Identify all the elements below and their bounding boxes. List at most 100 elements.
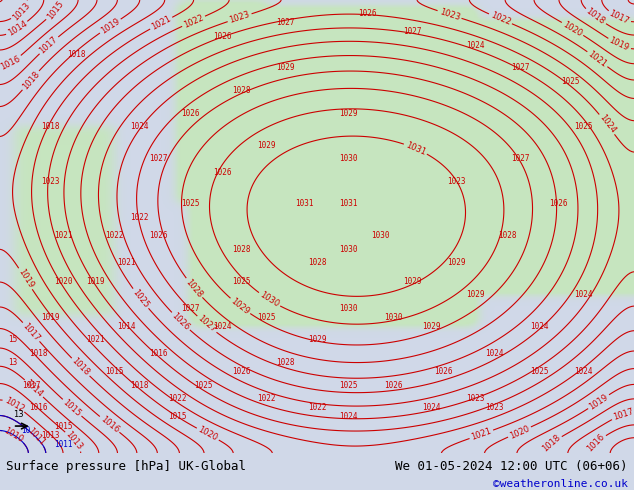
Text: 1028: 1028 [498,231,517,240]
Text: 1018: 1018 [70,356,91,378]
Text: 1025: 1025 [529,367,548,376]
Text: 1026: 1026 [149,231,168,240]
Text: 1025: 1025 [231,276,250,286]
Text: 1031: 1031 [339,199,358,208]
Text: 1018: 1018 [67,50,86,59]
Text: 1024: 1024 [422,403,441,413]
Text: 1024: 1024 [485,349,504,358]
Text: 1021: 1021 [150,14,172,32]
Text: 1025: 1025 [339,381,358,390]
Text: 1024: 1024 [574,367,593,376]
Text: 1030: 1030 [339,245,358,254]
Text: 1018: 1018 [585,7,607,26]
Text: 1022: 1022 [105,231,124,240]
Text: 1026: 1026 [384,381,403,390]
Text: 1030: 1030 [339,154,358,163]
Text: 1010: 1010 [3,426,25,444]
Text: 1028: 1028 [184,277,204,299]
Text: 1025: 1025 [181,199,200,208]
Text: Surface pressure [hPa] UK-Global: Surface pressure [hPa] UK-Global [6,460,247,473]
Text: 1026: 1026 [434,367,453,376]
Text: 1016: 1016 [29,403,48,413]
Text: 15: 15 [8,336,17,344]
Text: 1021: 1021 [54,231,73,240]
Text: 1011: 1011 [54,440,73,449]
Text: We 01-05-2024 12:00 UTC (06+06): We 01-05-2024 12:00 UTC (06+06) [395,460,628,473]
Text: 1025: 1025 [574,122,593,131]
Text: 1029: 1029 [276,64,295,73]
Text: 1024: 1024 [339,413,358,421]
Text: 1017: 1017 [21,321,42,343]
Text: 1018: 1018 [20,70,41,91]
Text: 1020: 1020 [508,424,531,441]
Text: 1024: 1024 [529,322,548,331]
Text: 1022: 1022 [257,394,276,403]
Text: 1017: 1017 [612,407,634,422]
Text: 1022: 1022 [130,213,149,222]
Text: 1028: 1028 [276,358,295,367]
Text: 1026: 1026 [231,367,250,376]
Text: 1029: 1029 [339,109,358,118]
Text: 1020: 1020 [197,425,219,443]
Text: 1026: 1026 [212,168,231,177]
Text: 1024: 1024 [466,41,485,50]
Text: 1029: 1029 [447,258,466,268]
Text: 1026: 1026 [548,199,567,208]
Text: 1018: 1018 [41,122,60,131]
Text: 1014: 1014 [117,322,136,331]
Text: 1023: 1023 [485,403,504,413]
Text: 1019: 1019 [587,392,610,411]
Text: 1027: 1027 [149,154,168,163]
Text: 1023: 1023 [41,177,60,186]
Text: 1029: 1029 [257,141,276,149]
Text: 1030: 1030 [258,290,281,309]
Text: 1014: 1014 [6,20,29,38]
Text: 1031: 1031 [404,140,427,157]
Text: 1016: 1016 [0,54,22,72]
Text: 1019: 1019 [16,268,35,290]
Text: 13: 13 [13,410,23,419]
Text: 1023: 1023 [228,10,251,25]
Text: 1022: 1022 [307,403,327,413]
Text: 1027: 1027 [276,18,295,27]
Text: 1016: 1016 [98,415,120,435]
Text: 1029: 1029 [466,290,485,299]
Text: 1028: 1028 [231,245,250,254]
Text: 1029: 1029 [403,276,422,286]
Text: 1023: 1023 [447,177,466,186]
Text: 1029: 1029 [229,296,251,316]
Text: 1017: 1017 [608,9,631,26]
Text: 1022: 1022 [168,394,187,403]
Text: 1023: 1023 [438,7,461,22]
Text: 1028: 1028 [231,86,250,95]
Text: 1024: 1024 [130,122,149,131]
Text: 1027: 1027 [510,154,529,163]
Text: 1018: 1018 [540,433,562,454]
Text: 1029: 1029 [307,336,327,344]
Text: 1021: 1021 [117,258,136,268]
Text: 1015: 1015 [168,413,187,421]
Text: 1016: 1016 [585,432,607,454]
Text: 1025: 1025 [561,77,580,86]
Text: 1029: 1029 [422,322,441,331]
Text: 1015: 1015 [45,0,65,22]
Text: 1030: 1030 [371,231,390,240]
Text: 1022: 1022 [489,11,512,27]
Text: 1025: 1025 [193,381,212,390]
Text: 10: 10 [21,426,30,435]
Text: 1019: 1019 [86,276,105,286]
Text: 1018: 1018 [130,381,149,390]
Text: 1026: 1026 [181,109,200,118]
Text: 1031: 1031 [295,199,314,208]
Text: 1030: 1030 [384,313,403,322]
Text: 1022: 1022 [182,13,205,29]
Text: 1019: 1019 [608,36,631,53]
Text: 1017: 1017 [22,381,41,390]
Text: 1013: 1013 [41,431,60,440]
Text: 1020: 1020 [561,20,584,38]
Text: 1013: 1013 [11,0,32,22]
Text: 1021: 1021 [86,336,105,344]
Text: 1023: 1023 [466,394,485,403]
Text: 1019: 1019 [99,17,122,36]
Text: 1021: 1021 [586,49,609,69]
